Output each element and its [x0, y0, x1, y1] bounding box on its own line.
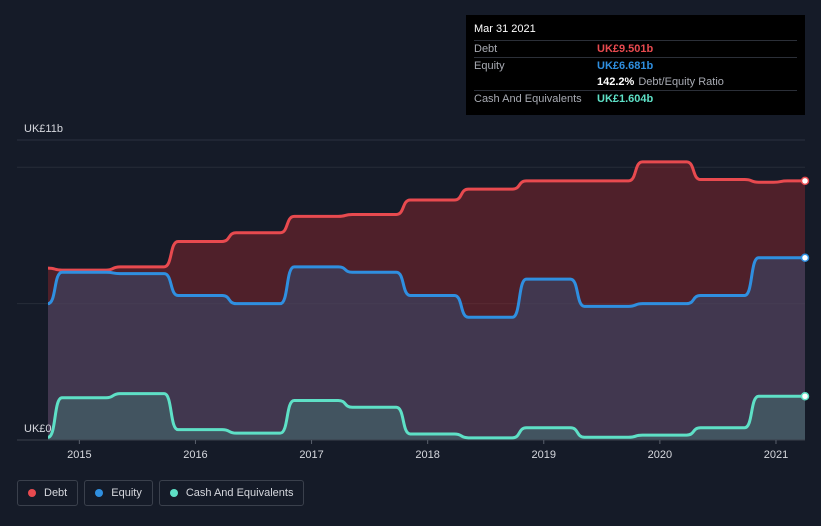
- tooltip-cash-label: Cash And Equivalents: [474, 93, 582, 105]
- tooltip-row-ratio: 142.2% Debt/Equity Ratio: [474, 74, 797, 90]
- tooltip-row-debt: Debt UK£9.501b: [474, 40, 797, 57]
- end-marker-cash: [800, 392, 810, 401]
- end-marker-debt: [800, 176, 810, 186]
- y-axis-bottom-label: UK£0: [24, 423, 52, 435]
- tooltip-date: Mar 31 2021: [474, 23, 536, 35]
- line-debt: [47, 160, 805, 272]
- legend-item-debt[interactable]: Debt: [17, 480, 79, 506]
- line-cash: [47, 392, 805, 440]
- x-tick-label: 2016: [183, 449, 207, 461]
- legend-dot-cash: [169, 489, 178, 497]
- tooltip-ratio-value: 142.2%: [597, 76, 635, 88]
- tooltip-row-equity: Equity UK£6.681b: [474, 57, 797, 74]
- legend-item-cash[interactable]: Cash And Equivalents: [158, 480, 305, 506]
- tooltip-equity-label: Equity: [474, 60, 505, 72]
- tooltip-equity-value: UK£6.681b: [597, 60, 654, 72]
- x-tick-label: 2015: [67, 449, 91, 461]
- x-tick-label: 2020: [648, 449, 672, 461]
- legend-item-equity[interactable]: Equity: [84, 480, 153, 506]
- legend-dot-equity: [95, 489, 104, 497]
- legend-label-equity: Equity: [111, 487, 142, 499]
- legend: Debt Equity Cash And Equivalents: [17, 480, 305, 506]
- x-tick-label: 2018: [415, 449, 439, 461]
- area-equity: [48, 257, 805, 440]
- tooltip-debt-label: Debt: [474, 43, 498, 55]
- line-equity: [47, 256, 805, 319]
- tooltip-debt-value: UK£9.501b: [597, 43, 654, 55]
- tooltip-ratio-label: Debt/Equity Ratio: [638, 76, 724, 88]
- end-marker-equity: [800, 253, 810, 263]
- x-tick-label: 2021: [764, 449, 788, 461]
- area-cash: [48, 393, 805, 440]
- legend-label-cash: Cash And Equivalents: [185, 487, 294, 499]
- tooltip: Mar 31 2021 Debt UK£9.501b Equity UK£6.6…: [466, 15, 805, 115]
- legend-dot-debt: [28, 489, 36, 497]
- tooltip-row-cash: Cash And Equivalents UK£1.604b: [474, 90, 797, 107]
- y-axis-top-label: UK£11b: [24, 123, 63, 135]
- tooltip-cash-value: UK£1.604b: [597, 93, 654, 105]
- x-tick-label: 2017: [299, 449, 323, 461]
- legend-label-debt: Debt: [44, 487, 68, 499]
- x-tick-label: 2019: [532, 449, 556, 461]
